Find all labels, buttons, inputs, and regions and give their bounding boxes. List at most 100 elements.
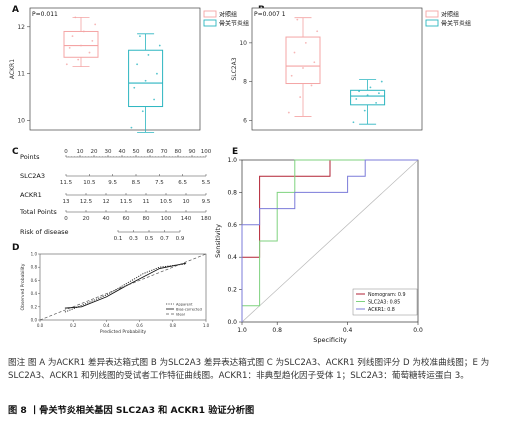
e-y-tick-label: 0.0: [227, 319, 237, 326]
e-y-tick-label: 0.6: [227, 222, 237, 229]
a-data-point: [141, 110, 144, 113]
a-y-tick-label: 12: [17, 24, 25, 31]
a-data-point: [158, 44, 161, 47]
c-nomogram-tick-label: 0: [64, 149, 68, 155]
b-data-point: [352, 121, 355, 124]
b-data-point: [293, 51, 296, 54]
b-data-point: [369, 86, 372, 89]
b-data-point: [363, 109, 366, 112]
figure-title: 图 8 丨骨关节炎相关基因 SLC2A3 和 ACKR1 验证分析图: [8, 405, 255, 416]
b-y-tick-label: 6: [243, 117, 247, 124]
a-box: [63, 30, 99, 58]
c-nomogram-row-label: ACKR1: [20, 191, 42, 199]
a-data-point: [133, 86, 136, 89]
d-x-tick-label: 0.2: [70, 323, 77, 328]
e-y-tick-label: 0.2: [227, 287, 237, 294]
d-y-tick-label: 0.0: [31, 318, 38, 323]
c-nomogram-tick-label: 100: [161, 216, 172, 222]
c-nomogram-row-label: Points: [20, 153, 40, 161]
b-data-point: [287, 111, 290, 114]
c-nomogram-tick-label: 70: [161, 149, 168, 155]
c-nomogram-tick-label: 30: [105, 149, 112, 155]
b-data-point: [355, 98, 358, 100]
d-legend-label: Ideal: [176, 313, 185, 317]
c-nomogram-tick-label: 11.5: [120, 199, 133, 205]
b-legend-swatch: [425, 19, 439, 27]
c-nomogram-tick-label: 0.3: [129, 236, 138, 242]
a-p-value: P=0.011: [32, 11, 58, 18]
e-roc-curve: [241, 159, 418, 322]
c-nomogram-tick-label: 10.5: [83, 180, 96, 186]
b-data-point: [375, 101, 377, 104]
c-nomogram-tick-label: 7.5: [155, 180, 164, 186]
c-nomogram-row-label: Risk of disease: [20, 228, 69, 236]
c-nomogram-tick-label: 10.5: [160, 199, 173, 205]
a-data-point: [91, 39, 94, 42]
c-nomogram-tick-label: 12: [103, 199, 110, 205]
e-diagonal-reference: [241, 159, 419, 323]
a-box: [128, 49, 164, 108]
a-data-point: [65, 63, 68, 66]
a-data-point: [147, 54, 150, 56]
b-data-point: [313, 61, 316, 64]
c-nomogram-tick-label: 0.7: [160, 236, 169, 242]
c-nomogram-tick-label: 100: [201, 149, 212, 155]
b-data-point: [310, 84, 313, 87]
c-nomogram-tick-label: 60: [123, 216, 130, 222]
c-nomogram-tick-label: 40: [119, 149, 126, 155]
a-legend-label: 对照组: [219, 11, 237, 19]
d-x-tick-label: 1.0: [203, 323, 210, 328]
c-nomogram-tick-label: 8.5: [132, 180, 141, 186]
b-data-point: [378, 92, 380, 95]
panel-letter-d: D: [12, 243, 19, 253]
d-y-tick-label: 0.2: [31, 304, 38, 309]
e-x-tick-label: 0.4: [343, 327, 353, 334]
a-y-tick-label: 10: [17, 118, 25, 125]
a-data-point: [77, 58, 80, 61]
a-plot-frame: [29, 7, 201, 131]
c-nomogram-tick-label: 40: [103, 216, 110, 222]
c-nomogram-tick-label: 0.9: [176, 236, 185, 242]
c-nomogram-tick-label: 0: [64, 216, 68, 222]
b-data-point: [299, 96, 302, 98]
c-nomogram-tick-label: 140: [181, 216, 192, 222]
b-y-tick-label: 10: [239, 40, 247, 47]
c-nomogram-tick-label: 180: [201, 216, 212, 222]
b-y-axis-label: SLC2A3: [231, 57, 238, 80]
a-data-point: [88, 51, 91, 54]
d-y-tick-label: 1.0: [31, 252, 38, 257]
c-nomogram-tick-label: 90: [189, 149, 196, 155]
d-x-tick-label: 0.0: [37, 323, 44, 328]
a-data-point: [74, 16, 77, 19]
b-data-point: [316, 30, 319, 33]
panel-letter-e: E: [232, 147, 238, 157]
d-x-tick-label: 0.6: [136, 323, 143, 328]
a-data-point: [136, 63, 139, 66]
b-data-point: [366, 94, 369, 97]
b-legend-label: 对照组: [441, 11, 459, 19]
c-nomogram-tick-label: 10: [183, 199, 190, 205]
a-legend-swatch: [203, 10, 217, 18]
c-nomogram-tick-label: 60: [147, 149, 154, 155]
a-data-point: [94, 23, 97, 26]
a-data-point: [139, 35, 141, 38]
e-y-tick-label: 0.4: [227, 254, 237, 261]
a-data-point: [156, 72, 158, 75]
b-data-point: [290, 74, 293, 77]
e-roc-curve: [241, 159, 418, 322]
e-y-tick-label: 1.0: [227, 157, 237, 164]
b-legend-label: 骨关节炎组: [441, 20, 471, 28]
b-plot-frame: [251, 7, 423, 131]
e-y-tick-label: 0.8: [227, 189, 237, 196]
a-data-point: [153, 98, 156, 101]
e-legend-label: ACKR1: 0.8: [368, 307, 395, 313]
figure-note: 图注 图 A 为ACKR1 差异表达箱式图 B 为SLC2A3 差异表达箱式图 …: [8, 358, 490, 381]
e-y-axis-label: Sensitivity: [214, 224, 222, 258]
c-nomogram-tick-label: 0.5: [145, 236, 154, 242]
c-nomogram-tick-label: 20: [83, 216, 90, 222]
b-data-point: [302, 67, 304, 69]
c-nomogram-tick-label: 11.5: [60, 180, 73, 186]
c-nomogram-tick-label: 80: [175, 149, 182, 155]
b-y-tick-label: 8: [243, 79, 247, 86]
